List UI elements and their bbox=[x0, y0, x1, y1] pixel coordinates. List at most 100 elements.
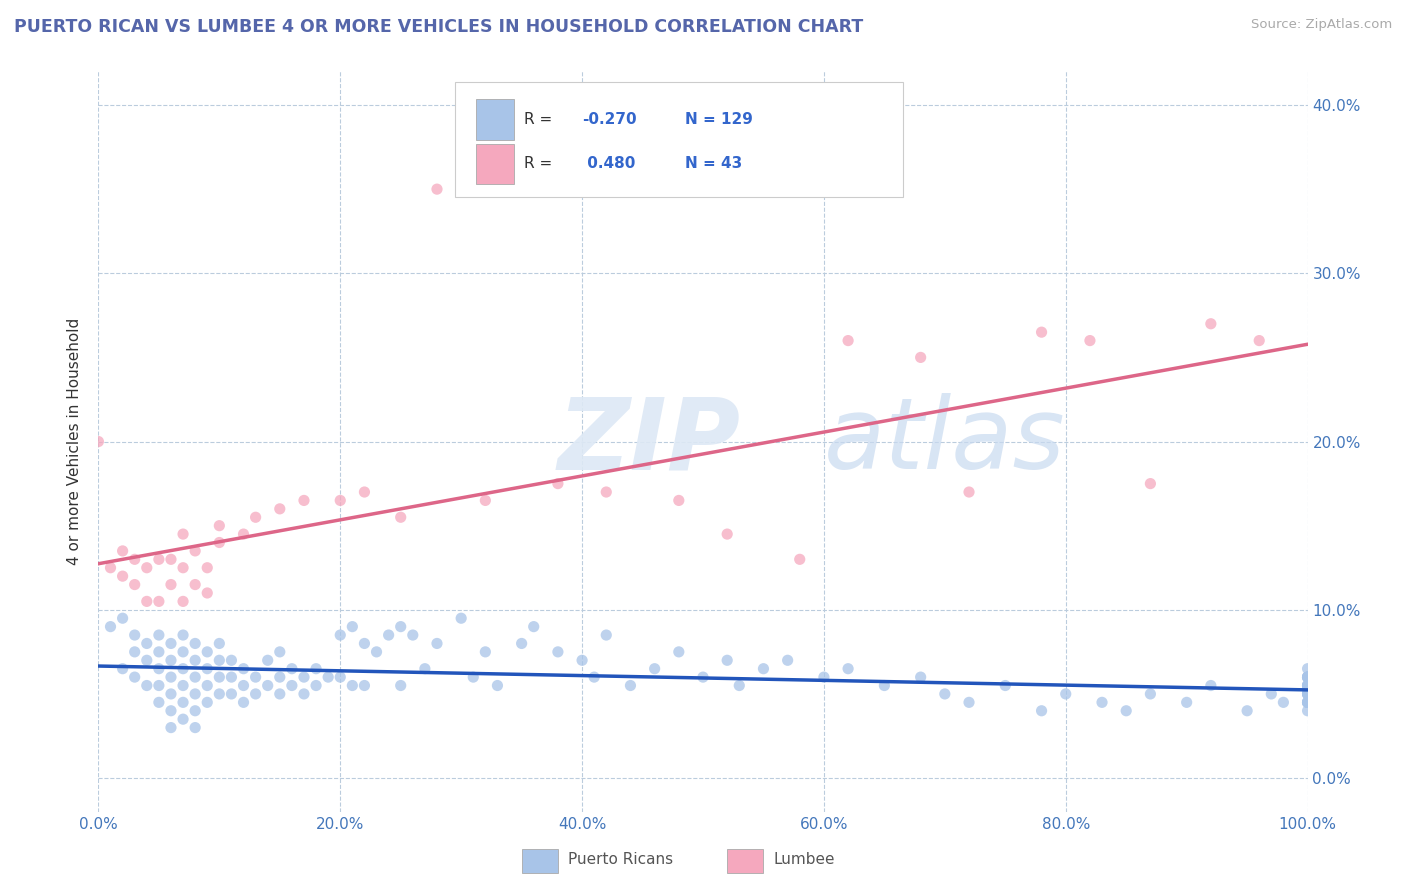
Point bbox=[221, 687, 243, 701]
Point bbox=[160, 687, 183, 701]
Point bbox=[486, 679, 509, 693]
Point bbox=[994, 679, 1017, 693]
Point bbox=[728, 679, 751, 693]
Point bbox=[353, 636, 375, 650]
Point bbox=[269, 687, 291, 701]
Point bbox=[316, 670, 339, 684]
Point bbox=[100, 560, 122, 574]
Point bbox=[148, 695, 170, 709]
Point bbox=[160, 704, 183, 718]
Point bbox=[1296, 679, 1319, 693]
Point bbox=[208, 535, 231, 549]
Point bbox=[910, 351, 932, 365]
Point bbox=[1249, 334, 1271, 348]
Point bbox=[124, 577, 146, 591]
Point bbox=[292, 687, 315, 701]
Point bbox=[1296, 695, 1319, 709]
Point bbox=[1236, 704, 1258, 718]
Point bbox=[837, 662, 859, 676]
Point bbox=[1139, 687, 1161, 701]
Point bbox=[1296, 695, 1319, 709]
Point bbox=[124, 670, 146, 684]
Point bbox=[1296, 679, 1319, 693]
Point bbox=[195, 695, 218, 709]
Point bbox=[413, 662, 436, 676]
Text: Puerto Ricans: Puerto Ricans bbox=[568, 853, 672, 867]
Point bbox=[1296, 695, 1319, 709]
Point bbox=[172, 594, 194, 608]
Point bbox=[172, 645, 194, 659]
Point bbox=[135, 653, 157, 667]
Point bbox=[1031, 704, 1053, 718]
Text: atlas: atlas bbox=[824, 393, 1066, 490]
Point bbox=[523, 619, 546, 633]
Point bbox=[172, 527, 194, 541]
Point bbox=[245, 687, 267, 701]
Point bbox=[389, 510, 412, 524]
Point bbox=[353, 679, 375, 693]
FancyBboxPatch shape bbox=[522, 849, 558, 873]
Point bbox=[292, 670, 315, 684]
Point bbox=[957, 485, 980, 500]
Point bbox=[1296, 695, 1319, 709]
Point bbox=[957, 695, 980, 709]
Point bbox=[1199, 679, 1222, 693]
Point bbox=[1296, 687, 1319, 701]
Point bbox=[184, 636, 207, 650]
Point bbox=[208, 687, 231, 701]
Point bbox=[208, 518, 231, 533]
Point bbox=[148, 552, 170, 566]
Point bbox=[1054, 687, 1077, 701]
Text: -0.270: -0.270 bbox=[582, 112, 637, 127]
Point bbox=[124, 552, 146, 566]
Y-axis label: 4 or more Vehicles in Household: 4 or more Vehicles in Household bbox=[67, 318, 83, 566]
Point bbox=[256, 679, 278, 693]
Point bbox=[148, 662, 170, 676]
Point bbox=[124, 628, 146, 642]
Point bbox=[160, 577, 183, 591]
Point bbox=[619, 679, 641, 693]
Point bbox=[208, 670, 231, 684]
Point bbox=[571, 653, 593, 667]
Point bbox=[402, 628, 425, 642]
Point bbox=[450, 611, 472, 625]
Point bbox=[776, 653, 799, 667]
Point bbox=[463, 670, 485, 684]
Text: 0.480: 0.480 bbox=[582, 156, 636, 171]
Point bbox=[195, 679, 218, 693]
Point bbox=[668, 645, 690, 659]
Point bbox=[426, 182, 449, 196]
Point bbox=[1296, 679, 1319, 693]
Point bbox=[366, 645, 388, 659]
Point bbox=[245, 670, 267, 684]
Text: R =: R = bbox=[524, 112, 557, 127]
Point bbox=[1296, 687, 1319, 701]
Text: ZIP: ZIP bbox=[558, 393, 741, 490]
Point bbox=[305, 679, 328, 693]
Point bbox=[172, 560, 194, 574]
Point bbox=[1199, 317, 1222, 331]
Point bbox=[124, 645, 146, 659]
Point bbox=[135, 636, 157, 650]
Point bbox=[329, 493, 352, 508]
Point bbox=[1031, 325, 1053, 339]
FancyBboxPatch shape bbox=[456, 82, 903, 197]
Point bbox=[172, 712, 194, 726]
Point bbox=[135, 679, 157, 693]
Point bbox=[184, 577, 207, 591]
Point bbox=[148, 628, 170, 642]
Point bbox=[195, 560, 218, 574]
Point bbox=[716, 527, 738, 541]
Point bbox=[111, 569, 134, 583]
Point bbox=[256, 653, 278, 667]
Point bbox=[1091, 695, 1114, 709]
FancyBboxPatch shape bbox=[727, 849, 763, 873]
Point bbox=[377, 628, 399, 642]
Point bbox=[208, 653, 231, 667]
Point bbox=[342, 619, 364, 633]
Point bbox=[1296, 679, 1319, 693]
Text: PUERTO RICAN VS LUMBEE 4 OR MORE VEHICLES IN HOUSEHOLD CORRELATION CHART: PUERTO RICAN VS LUMBEE 4 OR MORE VEHICLE… bbox=[14, 18, 863, 36]
Point bbox=[547, 645, 569, 659]
Point bbox=[232, 527, 254, 541]
Point bbox=[160, 653, 183, 667]
